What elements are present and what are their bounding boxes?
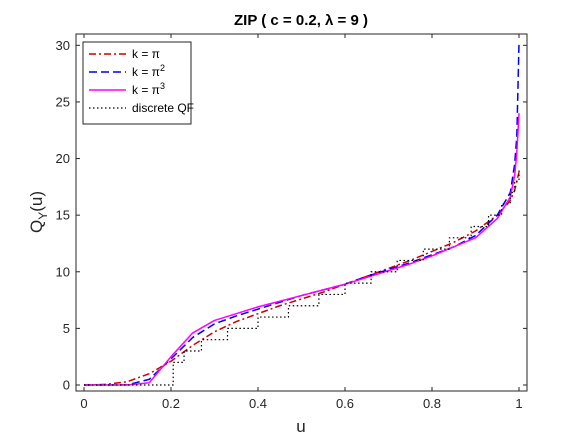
y-tick-label: 10	[56, 264, 70, 279]
x-tick-label: 1	[515, 396, 522, 411]
x-tick-label: 0.8	[423, 396, 441, 411]
series-line-0	[83, 171, 520, 386]
y-axis-label-subscript: Y	[36, 212, 50, 220]
legend-label: k = π3	[132, 81, 165, 97]
x-axis-label: u	[296, 417, 305, 436]
legend-label: discrete QF	[132, 101, 194, 115]
series-line-3	[84, 169, 520, 386]
legend-label: k = π	[132, 47, 160, 61]
x-tick-label: 0.6	[336, 396, 354, 411]
y-axis-label-base: Q	[27, 220, 46, 233]
y-tick-label: 0	[63, 378, 70, 393]
y-axis-label: QY(u)	[27, 191, 50, 233]
y-tick-label: 15	[56, 208, 70, 223]
curves-group	[83, 43, 520, 386]
y-tick-label: 30	[56, 38, 70, 53]
legend-label: k = π2	[132, 63, 165, 79]
x-tick-label: 0.2	[162, 396, 180, 411]
y-axis-label-suffix: (u)	[27, 191, 46, 212]
y-tick-label: 25	[56, 94, 70, 109]
x-tick-label: 0.4	[249, 396, 267, 411]
chart-title: ZIP ( c = 0.2, λ = 9 )	[234, 12, 368, 29]
legend: k = π k = π2 k = π3 discrete QF	[82, 41, 194, 125]
y-tick-label: 5	[63, 321, 70, 336]
y-tick-label: 20	[56, 151, 70, 166]
x-tick-label: 0	[80, 396, 87, 411]
legend-box	[82, 41, 192, 125]
